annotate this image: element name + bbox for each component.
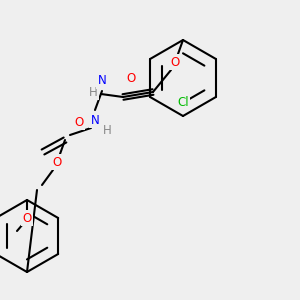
Text: H: H [88,85,98,98]
Text: O: O [74,116,84,128]
Text: Cl: Cl [177,95,189,109]
Text: N: N [98,74,106,88]
Text: O: O [126,73,136,85]
Text: O: O [52,155,62,169]
Text: H: H [103,124,111,136]
Text: O: O [22,212,32,224]
Text: O: O [170,56,180,68]
Text: N: N [91,113,99,127]
